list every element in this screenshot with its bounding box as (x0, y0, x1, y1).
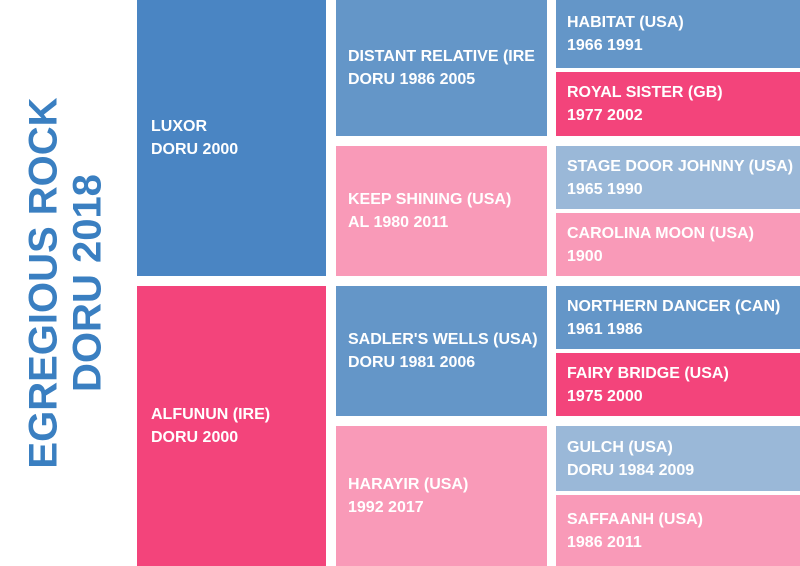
pedigree-cell-dam-dam-sire: GULCH (USA) DORU 1984 2009 (556, 426, 800, 491)
horse-name: SADLER'S WELLS (USA) (348, 331, 538, 348)
pedigree-cell-dam-dam-dam: SAFFAANH (USA) 1986 2011 (556, 495, 800, 566)
horse-details: 1900 (567, 247, 603, 265)
horse-details: AL 1980 2011 (348, 214, 449, 231)
horse-name: FAIRY BRIDGE (USA) (567, 364, 729, 382)
horse-details: DORU 1981 2006 (348, 354, 476, 371)
pedigree-cell-sire-dam-dam: CAROLINA MOON (USA) 1900 (556, 213, 800, 276)
horse-details: 1977 2002 (567, 107, 643, 124)
horse-details: DORU 1986 2005 (348, 71, 476, 88)
pedigree-cell-sire-sire-dam: ROYAL SISTER (GB) 1977 2002 (556, 72, 800, 136)
horse-name: HABITAT (USA) (567, 14, 684, 31)
subject-title: EGREGIOUS ROCK DORU 2018 (22, 97, 110, 468)
horse-name: HARAYIR (USA) (348, 476, 469, 493)
horse-name: CAROLINA MOON (USA) (567, 224, 754, 242)
horse-name: STAGE DOOR JOHNNY (USA) (567, 157, 794, 175)
pedigree-cell-sire-dam-sire: STAGE DOOR JOHNNY (USA) 1965 1990 (556, 146, 800, 209)
pedigree-cell-dam-sire-sire: NORTHERN DANCER (CAN) 1961 1986 (556, 286, 800, 349)
horse-details: 1992 2017 (348, 499, 424, 516)
subject-label: EGREGIOUS ROCK DORU 2018 (0, 0, 132, 566)
horse-details: DORU 1984 2009 (567, 461, 695, 479)
horse-details: 1986 2011 (567, 533, 642, 551)
horse-details: DORU 2000 (151, 429, 239, 446)
horse-name: ALFUNUN (IRE) (151, 406, 271, 423)
horse-name: DISTANT RELATIVE (IRE (348, 48, 535, 65)
horse-name: SAFFAANH (USA) (567, 510, 703, 528)
subject-details: DORU 2018 (66, 174, 110, 392)
horse-name: ROYAL SISTER (GB) (567, 84, 723, 101)
horse-name: LUXOR (151, 118, 207, 135)
subject-name: EGREGIOUS ROCK (22, 97, 66, 469)
pedigree-cell-dam-sire-dam: FAIRY BRIDGE (USA) 1975 2000 (556, 353, 800, 416)
pedigree-cell-sire-dam: KEEP SHINING (USA) AL 1980 2011 (336, 146, 547, 276)
horse-name: KEEP SHINING (USA) (348, 191, 512, 208)
pedigree-cell-dam-dam: HARAYIR (USA) 1992 2017 (336, 426, 547, 566)
horse-details: 1961 1986 (567, 320, 643, 338)
pedigree-cell-sire: LUXOR DORU 2000 (137, 0, 326, 276)
horse-details: 1965 1990 (567, 180, 643, 198)
horse-details: 1966 1991 (567, 37, 643, 54)
pedigree-cell-dam: ALFUNUN (IRE) DORU 2000 (137, 286, 326, 566)
pedigree-cell-sire-sire-sire: HABITAT (USA) 1966 1991 (556, 0, 800, 68)
pedigree-cell-sire-sire: DISTANT RELATIVE (IRE DORU 1986 2005 (336, 0, 547, 136)
pedigree-cell-dam-sire: SADLER'S WELLS (USA) DORU 1981 2006 (336, 286, 547, 416)
horse-details: DORU 2000 (151, 141, 239, 158)
horse-details: 1975 2000 (567, 387, 643, 405)
horse-name: NORTHERN DANCER (CAN) (567, 297, 781, 315)
horse-name: GULCH (USA) (567, 438, 673, 456)
